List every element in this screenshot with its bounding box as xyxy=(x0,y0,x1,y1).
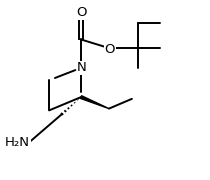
Text: N: N xyxy=(77,61,87,74)
Text: O: O xyxy=(105,43,115,56)
Text: H₂N: H₂N xyxy=(5,136,30,149)
Polygon shape xyxy=(80,96,109,109)
Text: O: O xyxy=(76,6,86,19)
